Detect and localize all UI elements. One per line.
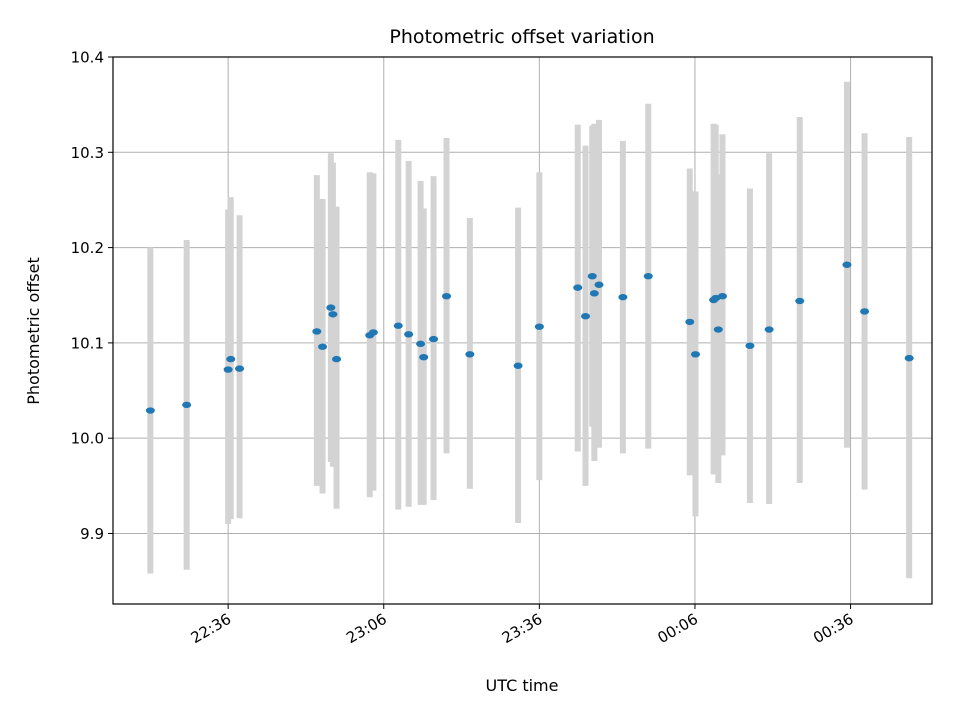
- data-point: [404, 331, 414, 338]
- data-point: [312, 328, 322, 335]
- data-point: [745, 342, 755, 349]
- data-point: [717, 292, 727, 300]
- data-point: [685, 318, 695, 326]
- data-point: [618, 293, 628, 301]
- y-tick-label: 9.9: [80, 525, 104, 543]
- data-point: [235, 365, 245, 372]
- data-point: [643, 272, 653, 280]
- data-point: [416, 340, 426, 348]
- data-point: [328, 311, 338, 318]
- data-point: [573, 284, 583, 291]
- data-point: [860, 308, 870, 315]
- y-tick-label: 10.4: [71, 49, 104, 67]
- data-point: [795, 297, 805, 305]
- data-point: [713, 326, 723, 333]
- y-tick-label: 10.0: [71, 430, 104, 448]
- data-point: [465, 351, 475, 358]
- data-point: [904, 354, 914, 362]
- data-points: [145, 261, 914, 414]
- data-point: [594, 281, 604, 288]
- data-point: [326, 304, 336, 311]
- data-point: [332, 355, 342, 363]
- data-point: [513, 362, 523, 369]
- data-point: [690, 351, 700, 358]
- x-axis-label: UTC time: [486, 676, 559, 695]
- y-axis-label: Photometric offset: [24, 257, 43, 405]
- data-point: [318, 343, 328, 350]
- data-point: [589, 290, 599, 297]
- data-point: [223, 366, 233, 373]
- data-point: [182, 401, 192, 409]
- y-tick-label: 10.3: [71, 144, 104, 162]
- data-point: [534, 323, 544, 330]
- data-point: [764, 326, 774, 333]
- data-point: [587, 272, 597, 280]
- plot-area-frame: [112, 56, 933, 605]
- data-point: [429, 335, 439, 343]
- data-point: [442, 292, 452, 300]
- chart-title: Photometric offset variation: [389, 26, 654, 48]
- y-tick-label: 10.2: [71, 239, 104, 257]
- data-point: [842, 261, 852, 268]
- data-point: [393, 322, 403, 329]
- data-point: [419, 353, 429, 361]
- data-point: [368, 329, 378, 336]
- data-point: [226, 355, 236, 363]
- data-point: [145, 407, 155, 414]
- data-point: [581, 313, 591, 320]
- y-tick-label: 10.1: [71, 334, 104, 352]
- data-point: [711, 294, 721, 302]
